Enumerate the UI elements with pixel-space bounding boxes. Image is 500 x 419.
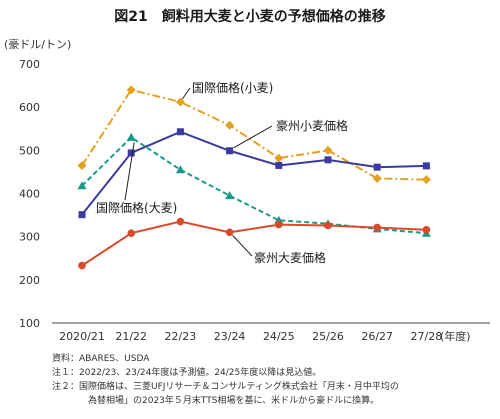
series-point-1 [422, 162, 430, 170]
series-point-3 [127, 229, 135, 238]
series-point-0 [175, 97, 185, 107]
annotation-leader [232, 235, 253, 257]
series-point-1 [373, 163, 381, 171]
note-2: 注２：国際価格は、三菱UFJリサーチ＆コンサルティング株式会社「月末・月中平均の [52, 382, 399, 392]
series-point-2 [225, 191, 235, 200]
series-point-0 [323, 145, 333, 155]
series-point-0 [274, 153, 284, 163]
y-tick-label: 200 [19, 274, 40, 287]
series-point-3 [78, 261, 86, 270]
series-point-1 [324, 156, 332, 164]
series-label-1: 豪州小麦価格 [276, 118, 348, 133]
series-point-3 [422, 225, 431, 234]
annotation-leader [233, 125, 273, 149]
y-tick-label: 700 [19, 58, 40, 71]
y-tick-label: 600 [19, 101, 40, 114]
series-point-2 [126, 132, 136, 141]
y-tick-label: 100 [19, 317, 40, 330]
series-point-0 [77, 160, 87, 170]
line-chart: (豪ドル/トン) (年度) 100 200 300 400 500 600 700 2020… [4, 37, 490, 343]
note-1: 注１：2022/23、23/24年度は予測値。24/25年度以降は見込値。 [52, 368, 322, 378]
series-point-3 [324, 221, 332, 230]
x-axis-label: (年度) [440, 329, 471, 343]
series-point-0 [126, 85, 136, 95]
y-tick-label: 400 [19, 188, 40, 201]
y-tick-label: 300 [19, 231, 40, 244]
y-tick-label: 500 [19, 144, 40, 157]
x-tick-label: 26/27 [361, 330, 393, 343]
chart-notes: 資料：ABARES、USDA 注１：2022/23、23/24年度は予測値。24… [52, 352, 498, 408]
series-point-3 [275, 220, 283, 229]
annotation-leader [181, 87, 191, 100]
series-point-1 [176, 128, 184, 136]
chart-title: 図21 飼料用大麦と小麦の予想価格の推移 [114, 9, 386, 25]
series-point-0 [225, 120, 235, 130]
x-tick-label: 22/23 [165, 330, 197, 343]
series-label-3: 豪州大麦価格 [254, 250, 326, 265]
series-line-1 [81, 130, 427, 216]
x-tick-label: 25/26 [312, 330, 344, 343]
series-point-3 [176, 217, 185, 226]
series-point-1 [78, 211, 86, 219]
x-tick-label: 2020/21 [59, 330, 105, 343]
series-line-0 [81, 88, 427, 181]
series-label-0: 国際価格(小麦) [192, 80, 273, 95]
x-tick-label: 24/25 [263, 330, 295, 343]
series-point-1 [226, 147, 234, 155]
series-point-0 [421, 175, 431, 185]
series-label-2: 国際価格(大麦) [96, 200, 177, 215]
x-tick-label: 27/28 [411, 330, 443, 343]
series-point-2 [77, 181, 87, 190]
series-point-3 [225, 228, 234, 237]
series-point-3 [373, 223, 382, 232]
series-point-0 [372, 173, 382, 183]
series-point-1 [275, 161, 283, 169]
series-point-1 [127, 149, 135, 157]
source-note: 資料：ABARES、USDA [52, 354, 150, 364]
x-tick-label: 23/24 [214, 330, 246, 343]
x-tick-label: 21/22 [115, 330, 147, 343]
note-2-continued: 為替相場」の2023年５月末TTS相場を基に、米ドルから豪ドルに換算。 [88, 396, 380, 406]
series-line-3 [81, 220, 427, 267]
series-point-2 [175, 165, 185, 174]
annotation-leader [124, 142, 135, 201]
y-axis-label: (豪ドル/トン) [4, 37, 71, 51]
